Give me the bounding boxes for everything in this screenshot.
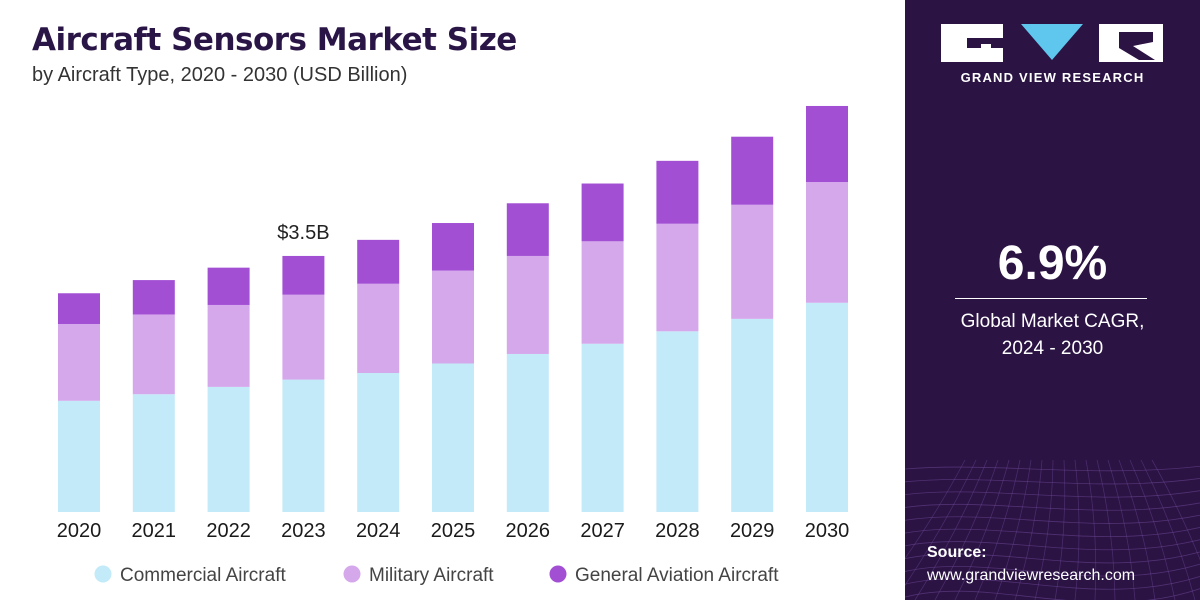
x-tick-label: 2027 bbox=[580, 520, 625, 542]
grid-line-h bbox=[905, 575, 1200, 590]
x-tick-label: 2021 bbox=[132, 520, 177, 542]
chart-subtitle: by Aircraft Type, 2020 - 2030 (USD Billi… bbox=[32, 64, 408, 86]
x-tick-label: 2028 bbox=[655, 520, 700, 542]
bar-2026-series-2 bbox=[506, 203, 549, 256]
grid-line-v bbox=[905, 459, 977, 587]
grid-line-v bbox=[1151, 459, 1200, 561]
grid-line-h bbox=[905, 539, 1200, 551]
bar-2030-series-2 bbox=[806, 105, 848, 183]
x-tick-label: 2025 bbox=[431, 520, 476, 542]
bar-2025-series-1 bbox=[432, 270, 474, 364]
bar-2023-series-0 bbox=[282, 379, 325, 512]
x-tick-label: 2023 bbox=[281, 520, 326, 542]
data-label-2023: $3.5B bbox=[277, 222, 329, 244]
bar-2025-series-0 bbox=[432, 363, 474, 512]
bar-2028-series-0 bbox=[656, 331, 699, 512]
bar-2022-series-0 bbox=[207, 386, 250, 512]
grid-line-v bbox=[1096, 459, 1116, 600]
bar-2022-series-1 bbox=[207, 304, 250, 387]
annotations-layer: $3.5B bbox=[277, 222, 329, 244]
cagr-divider bbox=[955, 298, 1147, 299]
grid-line-v bbox=[1129, 459, 1176, 600]
x-tick-label: 2030 bbox=[805, 520, 850, 542]
side-panel: GRAND VIEW RESEARCH 6.9% Global Market C… bbox=[905, 0, 1200, 600]
grid-line-h bbox=[905, 514, 1200, 524]
x-tick-label: 2026 bbox=[506, 520, 551, 542]
grid-line-h bbox=[905, 490, 1200, 498]
bar-2030-series-0 bbox=[806, 302, 848, 512]
cagr-label-line2: 2024 - 2030 bbox=[1001, 338, 1104, 359]
legend-label-2: General Aviation Aircraft bbox=[575, 565, 779, 586]
bar-2026-series-0 bbox=[506, 353, 549, 512]
grid-line-v bbox=[1107, 459, 1136, 600]
grid-line-v bbox=[954, 459, 1010, 600]
grid-line-v bbox=[914, 459, 988, 600]
bar-2024-series-1 bbox=[357, 283, 400, 373]
chart-title: Aircraft Sensors Market Size bbox=[32, 22, 517, 58]
bar-2020-series-1 bbox=[58, 323, 100, 401]
x-tick-label: 2029 bbox=[730, 520, 775, 542]
bar-2022-series-2 bbox=[207, 267, 250, 305]
cagr-label: Global Market CAGR, 2024 - 2030 bbox=[905, 308, 1200, 362]
x-tick-label: 2024 bbox=[356, 520, 401, 542]
bar-2027-series-1 bbox=[581, 241, 624, 344]
bar-2023-series-2 bbox=[282, 255, 325, 295]
cagr-value: 6.9% bbox=[997, 237, 1108, 290]
bar-2023-series-1 bbox=[282, 294, 325, 380]
bars-layer bbox=[58, 105, 848, 512]
source-url[interactable]: www.grandviewresearch.com bbox=[927, 567, 1136, 584]
bar-2021-series-0 bbox=[132, 394, 175, 512]
grid-line-v bbox=[905, 459, 966, 560]
bar-2024-series-0 bbox=[357, 373, 400, 512]
bar-2020-series-2 bbox=[58, 293, 100, 324]
bar-2027-series-0 bbox=[581, 343, 624, 512]
grid-line-h bbox=[905, 526, 1200, 537]
bar-2028-series-2 bbox=[656, 160, 699, 224]
grid-line-v bbox=[1054, 459, 1066, 600]
grid-line-v bbox=[974, 459, 1021, 600]
grid-line-h bbox=[905, 588, 1200, 600]
x-tick-label: 2022 bbox=[206, 520, 251, 542]
bar-2027-series-2 bbox=[581, 183, 624, 242]
source-label: Source: bbox=[927, 544, 987, 561]
x-axis-ticks: 2020 2021 2022 2023 2024 2025 2026 2027 2028 2029… bbox=[57, 520, 850, 542]
grid-line-h bbox=[905, 477, 1200, 485]
grid-line-v bbox=[1140, 459, 1196, 600]
grid-line-h bbox=[905, 563, 1200, 577]
grid-line-v bbox=[1034, 459, 1054, 600]
grid-line-h bbox=[905, 502, 1200, 511]
legend-label-1: Military Aircraft bbox=[369, 565, 494, 586]
grid-line-h bbox=[905, 551, 1200, 564]
grid-line-h bbox=[905, 465, 1200, 472]
grid-line-v bbox=[1085, 459, 1097, 600]
grid-line-v bbox=[1118, 459, 1156, 600]
gvr-logo-icon bbox=[941, 24, 1163, 62]
x-tick-label: 2020 bbox=[57, 520, 102, 542]
grid-line-v bbox=[994, 459, 1032, 600]
bar-2028-series-1 bbox=[656, 223, 699, 332]
grid-line-v bbox=[934, 459, 999, 600]
bar-2025-series-2 bbox=[432, 223, 474, 271]
legend: Commercial Aircraft Military Aircraft Gene… bbox=[94, 565, 779, 586]
wave-grid-decoration bbox=[905, 459, 1200, 600]
legend-swatch-2 bbox=[549, 565, 567, 583]
bar-2021-series-2 bbox=[132, 280, 175, 315]
bar-2029-series-1 bbox=[731, 204, 774, 319]
bar-2021-series-1 bbox=[132, 314, 175, 395]
stacked-bar-chart: 2020 2021 2022 2023 2024 2025 2026 2027 2028 2029… bbox=[57, 105, 850, 586]
bar-2029-series-0 bbox=[731, 318, 774, 512]
cagr-label-line1: Global Market CAGR, bbox=[960, 311, 1145, 332]
bar-2026-series-1 bbox=[506, 255, 549, 354]
bar-2024-series-2 bbox=[357, 239, 400, 284]
bar-2029-series-2 bbox=[731, 136, 774, 205]
legend-swatch-0 bbox=[94, 565, 112, 583]
grid-line-v bbox=[1014, 459, 1043, 600]
legend-swatch-1 bbox=[343, 565, 361, 583]
bar-2030-series-1 bbox=[806, 182, 848, 303]
brand-name: GRAND VIEW RESEARCH bbox=[960, 70, 1145, 85]
legend-label-0: Commercial Aircraft bbox=[120, 565, 286, 586]
chart-area: Aircraft Sensors Market Size by Aircraft… bbox=[32, 22, 850, 586]
grid-line-v bbox=[1074, 459, 1080, 600]
bar-2020-series-0 bbox=[58, 400, 100, 512]
